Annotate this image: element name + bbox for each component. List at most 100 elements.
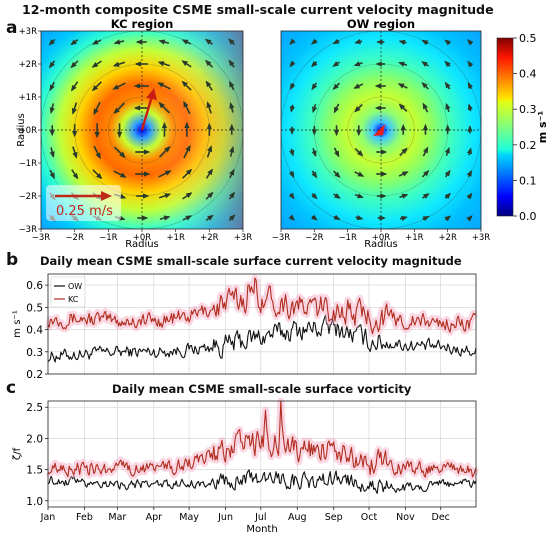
ow-velocity-arrow-head bbox=[332, 38, 340, 45]
kc-velocity-arrow-head bbox=[181, 60, 189, 67]
kc-velocity-arrow-head bbox=[71, 107, 77, 115]
map-y-tick-label: +0R bbox=[19, 126, 38, 136]
ow-velocity-arrow-head bbox=[334, 193, 341, 199]
kc-x-tick-label: +1R bbox=[166, 233, 185, 243]
ow-velocity-arrow-head bbox=[333, 129, 340, 137]
kc-velocity-arrow-head bbox=[72, 172, 79, 180]
kc-velocity-arrow-head bbox=[134, 61, 142, 67]
ow-x-tick-label: +1R bbox=[405, 233, 424, 243]
ow-x-axis-label: Radius bbox=[364, 239, 398, 250]
kc-velocity-arrow-head bbox=[143, 171, 151, 177]
ow-velocity-arrow-head bbox=[422, 123, 429, 131]
kc-velocity-arrow-head bbox=[91, 61, 99, 68]
velocity-y-tick-label: 0.5 bbox=[26, 302, 43, 314]
ow-velocity-arrow-head bbox=[398, 61, 405, 67]
vorticity-x-tick-label: Sep bbox=[325, 512, 343, 523]
ow-velocity-arrow-head bbox=[354, 106, 361, 113]
ow-x-tick-label: −1R bbox=[338, 233, 357, 243]
ow-velocity-arrow-head bbox=[311, 192, 318, 200]
ow-velocity-arrow-head bbox=[401, 215, 408, 221]
ow-velocity-arrow-head bbox=[466, 147, 473, 155]
ow-velocity-arrow-head bbox=[467, 39, 474, 46]
vorticity-y-axis-label: ζ/f bbox=[12, 447, 23, 460]
kc-x-tick-label: +0R bbox=[133, 233, 152, 243]
kc-velocity-arrow-head bbox=[205, 59, 212, 67]
reference-arrow-label: 0.25 m/s bbox=[56, 204, 113, 219]
kc-velocity-arrow-head bbox=[185, 168, 193, 176]
kc-velocity-arrow-head bbox=[143, 149, 151, 155]
kc-velocity-arrow-head bbox=[119, 151, 126, 159]
kc-velocity-arrow-head bbox=[204, 38, 212, 45]
vorticity-y-tick-label: 2.5 bbox=[26, 402, 43, 414]
kc-velocity-arrow-head bbox=[184, 121, 190, 129]
vorticity-x-tick-label: Jan bbox=[40, 512, 56, 523]
velocity-magnitude-maps: KC region OW region −3R −2R −1R +0R +1R +2R +3… bbox=[16, 17, 549, 250]
ow-velocity-arrow-head bbox=[332, 83, 339, 91]
kc-x-tick-label: −1R bbox=[99, 233, 118, 243]
kc-velocity-arrow-head bbox=[133, 83, 141, 89]
ow-velocity-arrow-head bbox=[356, 129, 362, 137]
kc-velocity-arrow-head bbox=[141, 215, 149, 221]
vorticity-time-series-chart: 2.5 2.0 1.5 1.0 Jan Feb Mar Apr May Jun Jul Aug Sep O… bbox=[12, 397, 480, 533]
chart-title-c: Daily mean CSME small-scale surface vort… bbox=[112, 382, 412, 396]
kc-velocity-arrow-head bbox=[228, 38, 235, 45]
map-y-tick-label: +3R bbox=[19, 27, 38, 37]
kc-velocity-arrow-head bbox=[229, 168, 235, 176]
colorbar-tick-label: 0.5 bbox=[519, 32, 537, 45]
colorbar-tick-label: 0.1 bbox=[519, 174, 537, 187]
ow-velocity-arrow-head bbox=[398, 39, 406, 45]
kc-region-label: KC region bbox=[111, 17, 174, 31]
ow-velocity-arrow-head bbox=[376, 39, 383, 45]
velocity-y-axis-label: m s⁻¹ bbox=[12, 310, 23, 337]
kc-x-tick-label: −2R bbox=[65, 233, 84, 243]
map-y-tick-label: −2R bbox=[19, 192, 38, 202]
ow-velocity-arrow-head bbox=[380, 193, 387, 199]
ow-velocity-arrow-head bbox=[374, 83, 382, 89]
velocity-legend-label: OW bbox=[68, 282, 82, 291]
ow-velocity-arrow-head bbox=[422, 146, 429, 154]
kc-propagation-arrow bbox=[140, 95, 154, 131]
kc-velocity-arrow-head bbox=[207, 168, 214, 176]
ow-velocity-arrow-head bbox=[444, 215, 452, 222]
map-y-tick-label: +2R bbox=[19, 60, 38, 70]
ow-velocity-arrow-head bbox=[444, 81, 451, 89]
ow-propagation-arrow-head bbox=[373, 124, 385, 136]
kc-velocity-arrow-head bbox=[135, 39, 143, 45]
ow-velocity-arrow-head bbox=[398, 103, 406, 110]
colorbar-tick-label: 0.3 bbox=[519, 103, 537, 116]
velocity-plot-frame bbox=[47, 273, 477, 375]
vorticity-series-line-1 bbox=[47, 400, 477, 478]
kc-velocity-arrow-head bbox=[49, 107, 55, 114]
kc-velocity-arrow-head bbox=[228, 59, 235, 67]
ow-velocity-arrow-head bbox=[310, 38, 318, 45]
kc-velocity-arrow-head bbox=[72, 151, 78, 159]
vorticity-y-tick-label: 1.0 bbox=[26, 496, 43, 508]
vorticity-x-tick-label: Oct bbox=[361, 512, 378, 523]
kc-velocity-arrow-head bbox=[229, 102, 235, 109]
kc-velocity-arrow-head bbox=[70, 39, 77, 46]
ow-velocity-arrow-head bbox=[422, 193, 430, 199]
colorbar-tick-label: 0.2 bbox=[519, 139, 537, 152]
velocity-series-line-OW bbox=[47, 314, 477, 363]
ow-velocity-arrow-head bbox=[374, 105, 382, 111]
kc-velocity-arrow-head bbox=[164, 193, 172, 199]
panel-letter-c: c bbox=[6, 378, 17, 398]
velocity-legend-label: KC bbox=[68, 295, 79, 304]
ow-velocity-arrow-head bbox=[353, 61, 361, 67]
kc-velocity-arrow-head bbox=[96, 172, 103, 180]
vorticity-y-tick-label: 2.0 bbox=[26, 433, 43, 445]
ow-velocity-arrow-head bbox=[467, 81, 474, 89]
ow-velocity-arrow-head bbox=[333, 214, 341, 221]
ow-velocity-arrow-head bbox=[354, 39, 361, 45]
ow-velocity-arrow-head bbox=[380, 149, 388, 155]
kc-velocity-arrow-head bbox=[206, 101, 212, 109]
ow-velocity-arrow-head bbox=[467, 103, 473, 111]
ow-velocity-arrow-head bbox=[421, 81, 428, 89]
velocity-y-tick-label: 0.6 bbox=[26, 280, 43, 292]
kc-velocity-arrow-head bbox=[161, 121, 168, 129]
ow-velocity-arrow-head bbox=[353, 83, 361, 89]
chart-title-b: Daily mean CSME small-scale surface curr… bbox=[40, 254, 462, 268]
ow-velocity-arrow-head bbox=[444, 192, 451, 200]
ow-velocity-arrow-head bbox=[445, 124, 451, 131]
ow-velocity-arrow-head bbox=[333, 106, 340, 114]
